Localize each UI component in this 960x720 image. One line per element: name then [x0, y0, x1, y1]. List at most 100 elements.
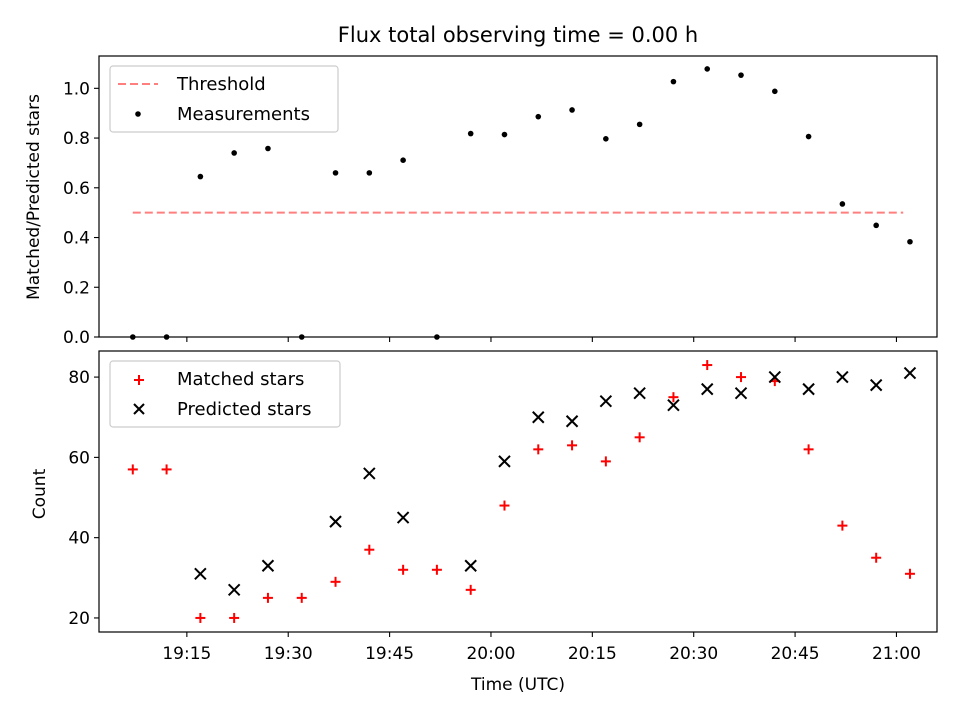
measurement-point: [265, 145, 271, 152]
bottom-x-ticks: 19:15 19:30 19:45 20:00 20:15 20:30 20:45 21:00: [162, 632, 921, 664]
predicted-stars-point: [734, 386, 748, 400]
measurement-point: [569, 107, 575, 113]
top-y-ticks: 0.0 0.2 0.4 0.6 0.8 1.0: [63, 79, 99, 348]
matched-stars-point: [668, 392, 679, 403]
predicted-stars-point: [802, 382, 815, 396]
matched-stars-point: [837, 520, 848, 531]
bottom-x-tick-label: 20:00: [466, 644, 515, 664]
top-axes-frame: [98, 55, 938, 338]
predicted-stars-point: [329, 515, 342, 528]
bottom-x-tick-label: 19:15: [162, 644, 211, 664]
bottom-x-tick-label: 20:30: [669, 644, 718, 664]
top-legend-box: [109, 65, 339, 133]
top-panel: 0.0 0.2 0.4 0.6 0.8 1.0 Matched/Predicted sta…: [24, 55, 938, 348]
measurement-point: [772, 88, 778, 95]
legend-measurements-label: Measurements: [177, 104, 310, 125]
measurement-point: [535, 113, 542, 120]
predicted-stars-point: [396, 511, 410, 524]
bottom-x-tick-label: 20:15: [568, 644, 617, 664]
top-y-tick-label: 0.0: [63, 328, 90, 348]
legend-matched-swatch: [134, 375, 144, 385]
predicted-stars-point: [194, 567, 207, 580]
matched-stars-point: [736, 372, 747, 383]
bottom-y-tick-label: 40: [68, 529, 90, 549]
bottom-y-ticks: 20 40 60 80: [68, 368, 99, 629]
legend-measurements-swatch: [135, 111, 141, 117]
measurement-point: [873, 222, 879, 229]
matched-stars-point: [364, 544, 375, 555]
measurement-point: [197, 173, 204, 180]
measurement-point: [738, 72, 744, 78]
legend-threshold-label: Threshold: [176, 74, 266, 95]
matched-stars-point: [567, 440, 578, 451]
predicted-stars-point: [464, 559, 477, 572]
predicted-stars-point: [768, 370, 782, 384]
top-x-ticks: [186, 337, 898, 342]
top-plot-area: [129, 66, 913, 340]
predicted-stars-point: [227, 583, 241, 597]
measurement-point: [670, 78, 677, 85]
predicted-stars-point: [701, 382, 714, 396]
measurement-point: [231, 150, 237, 156]
legend-predicted-swatch: [133, 403, 145, 415]
legend-predicted-label: Predicted stars: [177, 399, 311, 420]
measurement-point: [366, 170, 373, 176]
bottom-axes-frame: [98, 350, 938, 633]
predicted-stars-point: [633, 386, 646, 400]
predicted-stars-point: [667, 398, 680, 412]
matched-stars-point: [398, 564, 409, 575]
measurement-point: [839, 201, 846, 207]
matched-stars-point: [702, 360, 713, 371]
measurement-point: [704, 66, 711, 72]
matched-stars-point: [330, 576, 341, 587]
matched-stars-point: [499, 500, 510, 511]
bottom-x-tick-label: 19:45: [365, 644, 414, 664]
top-legend: Threshold Measurements: [109, 65, 339, 133]
predicted-stars-point: [498, 455, 511, 468]
bottom-legend: Matched stars Predicted stars: [109, 360, 341, 428]
predicted-stars-point: [363, 467, 376, 480]
predicted-stars-point: [599, 394, 613, 408]
measurement-point: [501, 131, 508, 138]
bottom-y-tick-label: 60: [68, 448, 90, 468]
matched-stars-point: [533, 444, 544, 455]
bottom-x-tick-label: 20:45: [771, 644, 820, 664]
matched-stars-point: [127, 464, 138, 475]
predicted-stars-point: [903, 366, 917, 380]
bottom-y-tick-label: 80: [68, 368, 90, 388]
predicted-stars-point: [261, 559, 275, 572]
predicted-stars-point: [532, 411, 545, 424]
matched-stars-point: [465, 584, 476, 595]
bottom-y-tick-label: 20: [68, 609, 90, 629]
top-y-axis-label: Matched/Predicted stars: [24, 94, 44, 300]
matched-stars-point: [296, 592, 307, 603]
predicted-stars-point: [836, 370, 849, 384]
top-y-tick-label: 0.4: [63, 229, 90, 249]
matched-stars-point: [431, 564, 442, 575]
bottom-panel: 20 40 60 80 19:15 19:30 19:45 20:00 20:15 20:30 2…: [30, 350, 938, 695]
matched-stars-point: [803, 444, 814, 455]
chart-title: Flux total observing time = 0.00 h: [338, 23, 698, 47]
bottom-plot-area: [127, 360, 917, 623]
legend-matched-label: Matched stars: [177, 369, 304, 390]
bottom-legend-box: [109, 360, 341, 428]
bottom-x-tick-label: 19:30: [264, 644, 313, 664]
x-axis-label: Time (UTC): [470, 675, 565, 695]
matched-stars-point: [262, 592, 273, 603]
top-y-tick-label: 0.6: [63, 179, 90, 199]
predicted-stars-point: [565, 415, 579, 428]
matched-stars-point: [904, 568, 915, 579]
top-y-tick-label: 0.2: [63, 278, 90, 298]
matched-stars-point: [871, 552, 882, 563]
matched-stars-point: [600, 456, 611, 467]
measurement-point: [636, 121, 643, 128]
bottom-x-tick-label: 21:00: [872, 644, 921, 664]
bottom-y-axis-label: Count: [30, 468, 50, 519]
matched-stars-point: [634, 432, 645, 443]
matched-stars-point: [229, 612, 240, 623]
measurement-point: [907, 238, 913, 245]
predicted-stars-point: [869, 378, 883, 392]
top-y-tick-label: 0.8: [63, 129, 90, 149]
measurement-point: [603, 136, 609, 142]
